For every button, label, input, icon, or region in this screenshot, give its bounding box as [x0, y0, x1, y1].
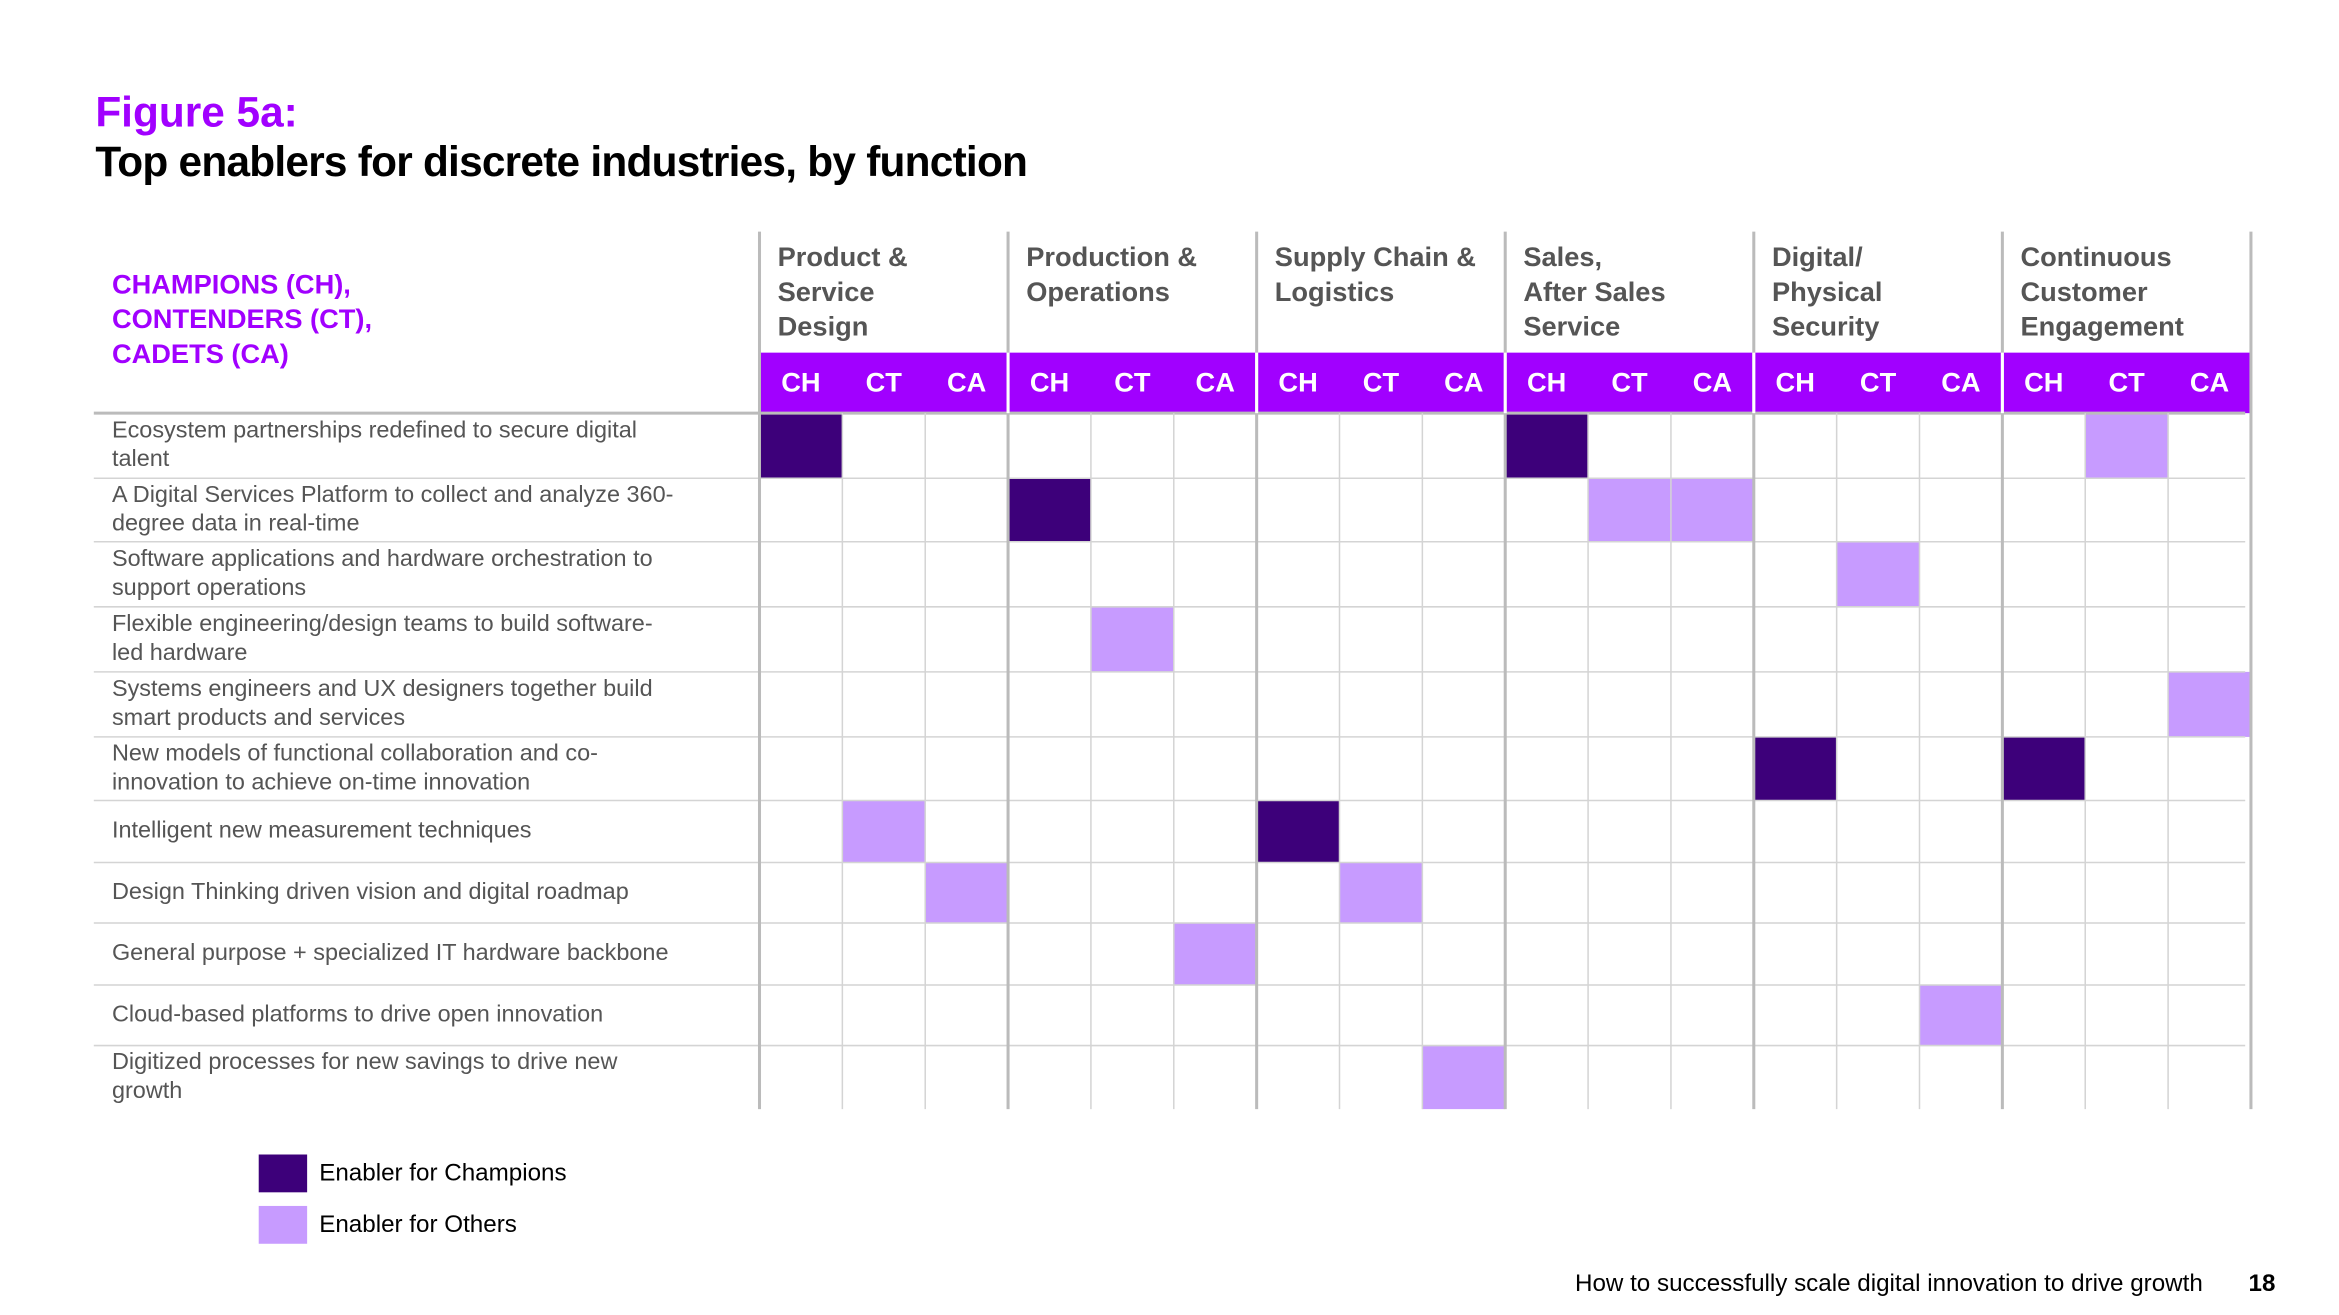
enabler-cell — [1090, 606, 1174, 672]
enabler-cell — [925, 862, 1009, 924]
row-label: Systems engineers and UX designers toget… — [112, 675, 653, 701]
row-label: Intelligent new measurement techniques — [112, 817, 532, 843]
group-header: Digital/ — [1772, 241, 1863, 272]
enabler-cell — [1919, 985, 2003, 1046]
enabler-cell — [2085, 413, 2169, 479]
table: CHAMPIONS (CH), CONTENDERS (CT), CADETS (C… — [93, 231, 2253, 1110]
enabler-cell — [759, 413, 843, 479]
row-label: smart products and services — [112, 704, 405, 730]
enabler-cell — [2002, 736, 2086, 801]
enabler-cell — [1173, 923, 1257, 986]
row-label: Design Thinking driven vision and digita… — [112, 878, 629, 904]
subcolumn-label: CT — [1363, 367, 1400, 398]
row-label: support operations — [112, 574, 306, 600]
group-header: Physical — [1772, 276, 1882, 307]
subcolumn-label: CH — [1030, 367, 1069, 398]
group-header: Product & — [778, 241, 908, 272]
title: Top enablers for discrete industries, by… — [95, 138, 1027, 185]
group-header: Continuous — [2021, 241, 2172, 272]
subcolumn-label: CH — [2024, 367, 2063, 398]
row-label: New models of functional collaboration a… — [112, 740, 598, 766]
subcolumn-label: CA — [1196, 367, 1235, 398]
enabler-cell — [1836, 541, 1920, 607]
footer-text: How to successfully scale digital innova… — [1575, 1270, 2203, 1297]
corner-text: CONTENDERS (CT), — [112, 303, 372, 334]
group-header: Service — [778, 276, 875, 307]
page-number: 18 — [2249, 1270, 2276, 1297]
enabler-cell — [1339, 862, 1423, 924]
legend-label: Enabler for Others — [319, 1211, 517, 1238]
enabler-cell — [1753, 736, 1837, 801]
subcolumn-label: CH — [1527, 367, 1566, 398]
subcolumn-label: CT — [2109, 367, 2146, 398]
row-label: Flexible engineering/design teams to bui… — [112, 610, 653, 636]
legend-swatch — [258, 1154, 308, 1193]
subcolumn-label: CH — [1776, 367, 1815, 398]
group-header: Design — [778, 311, 869, 342]
subcolumn-label: CH — [781, 367, 820, 398]
row-label: A Digital Services Platform to collect a… — [112, 481, 673, 507]
subcolumn-label: CA — [1941, 367, 1980, 398]
row-label: General purpose + specialized IT hardwar… — [112, 939, 669, 965]
subcolumn-label: CT — [1860, 367, 1897, 398]
group-header: Service — [1523, 311, 1620, 342]
enabler-cell — [1670, 478, 1754, 542]
enabler-cell — [1422, 1045, 1506, 1110]
enabler-cell — [2168, 671, 2251, 737]
row-label: led hardware — [112, 639, 247, 665]
subcolumn-label: CA — [1444, 367, 1483, 398]
subcolumn-label: CH — [1278, 367, 1317, 398]
row-label: talent — [112, 445, 170, 471]
corner-text: CHAMPIONS (CH), — [112, 268, 351, 299]
subcolumn-label: CT — [866, 367, 903, 398]
row-label: Cloud-based platforms to drive open inno… — [112, 1000, 603, 1026]
legend-swatch — [258, 1205, 308, 1244]
enabler-cell — [842, 800, 926, 863]
group-header: Security — [1772, 311, 1879, 342]
subcolumn-label: CT — [1611, 367, 1648, 398]
row-label: Software applications and hardware orche… — [112, 545, 653, 571]
legend-label: Enabler for Champions — [319, 1160, 566, 1187]
group-header: Logistics — [1275, 276, 1394, 307]
group-header: Sales, — [1523, 241, 1602, 272]
row-label: Ecosystem partnerships redefined to secu… — [112, 417, 637, 443]
corner-text: CADETS (CA) — [112, 338, 289, 369]
enabler-cell — [1256, 800, 1340, 863]
enabler-cell — [1505, 413, 1589, 479]
figure-label: Figure 5a: — [95, 88, 297, 135]
group-header: Engagement — [2021, 311, 2184, 342]
enabler-cell — [1588, 478, 1671, 542]
subcolumn-label: CA — [947, 367, 986, 398]
row-label: growth — [112, 1077, 182, 1103]
row-label: innovation to achieve on-time innovation — [112, 768, 530, 794]
group-header: After Sales — [1523, 276, 1665, 307]
enabler-cell — [1008, 478, 1091, 542]
subcolumn-label: CA — [2190, 367, 2229, 398]
subcolumn-label: CA — [1693, 367, 1732, 398]
group-header: Customer — [2021, 276, 2148, 307]
group-header: Operations — [1026, 276, 1170, 307]
row-label: Digitized processes for new savings to d… — [112, 1048, 618, 1074]
subcolumn-label: CT — [1114, 367, 1151, 398]
group-header: Production & — [1026, 241, 1197, 272]
row-label: degree data in real-time — [112, 510, 360, 536]
group-header: Supply Chain & — [1275, 241, 1476, 272]
